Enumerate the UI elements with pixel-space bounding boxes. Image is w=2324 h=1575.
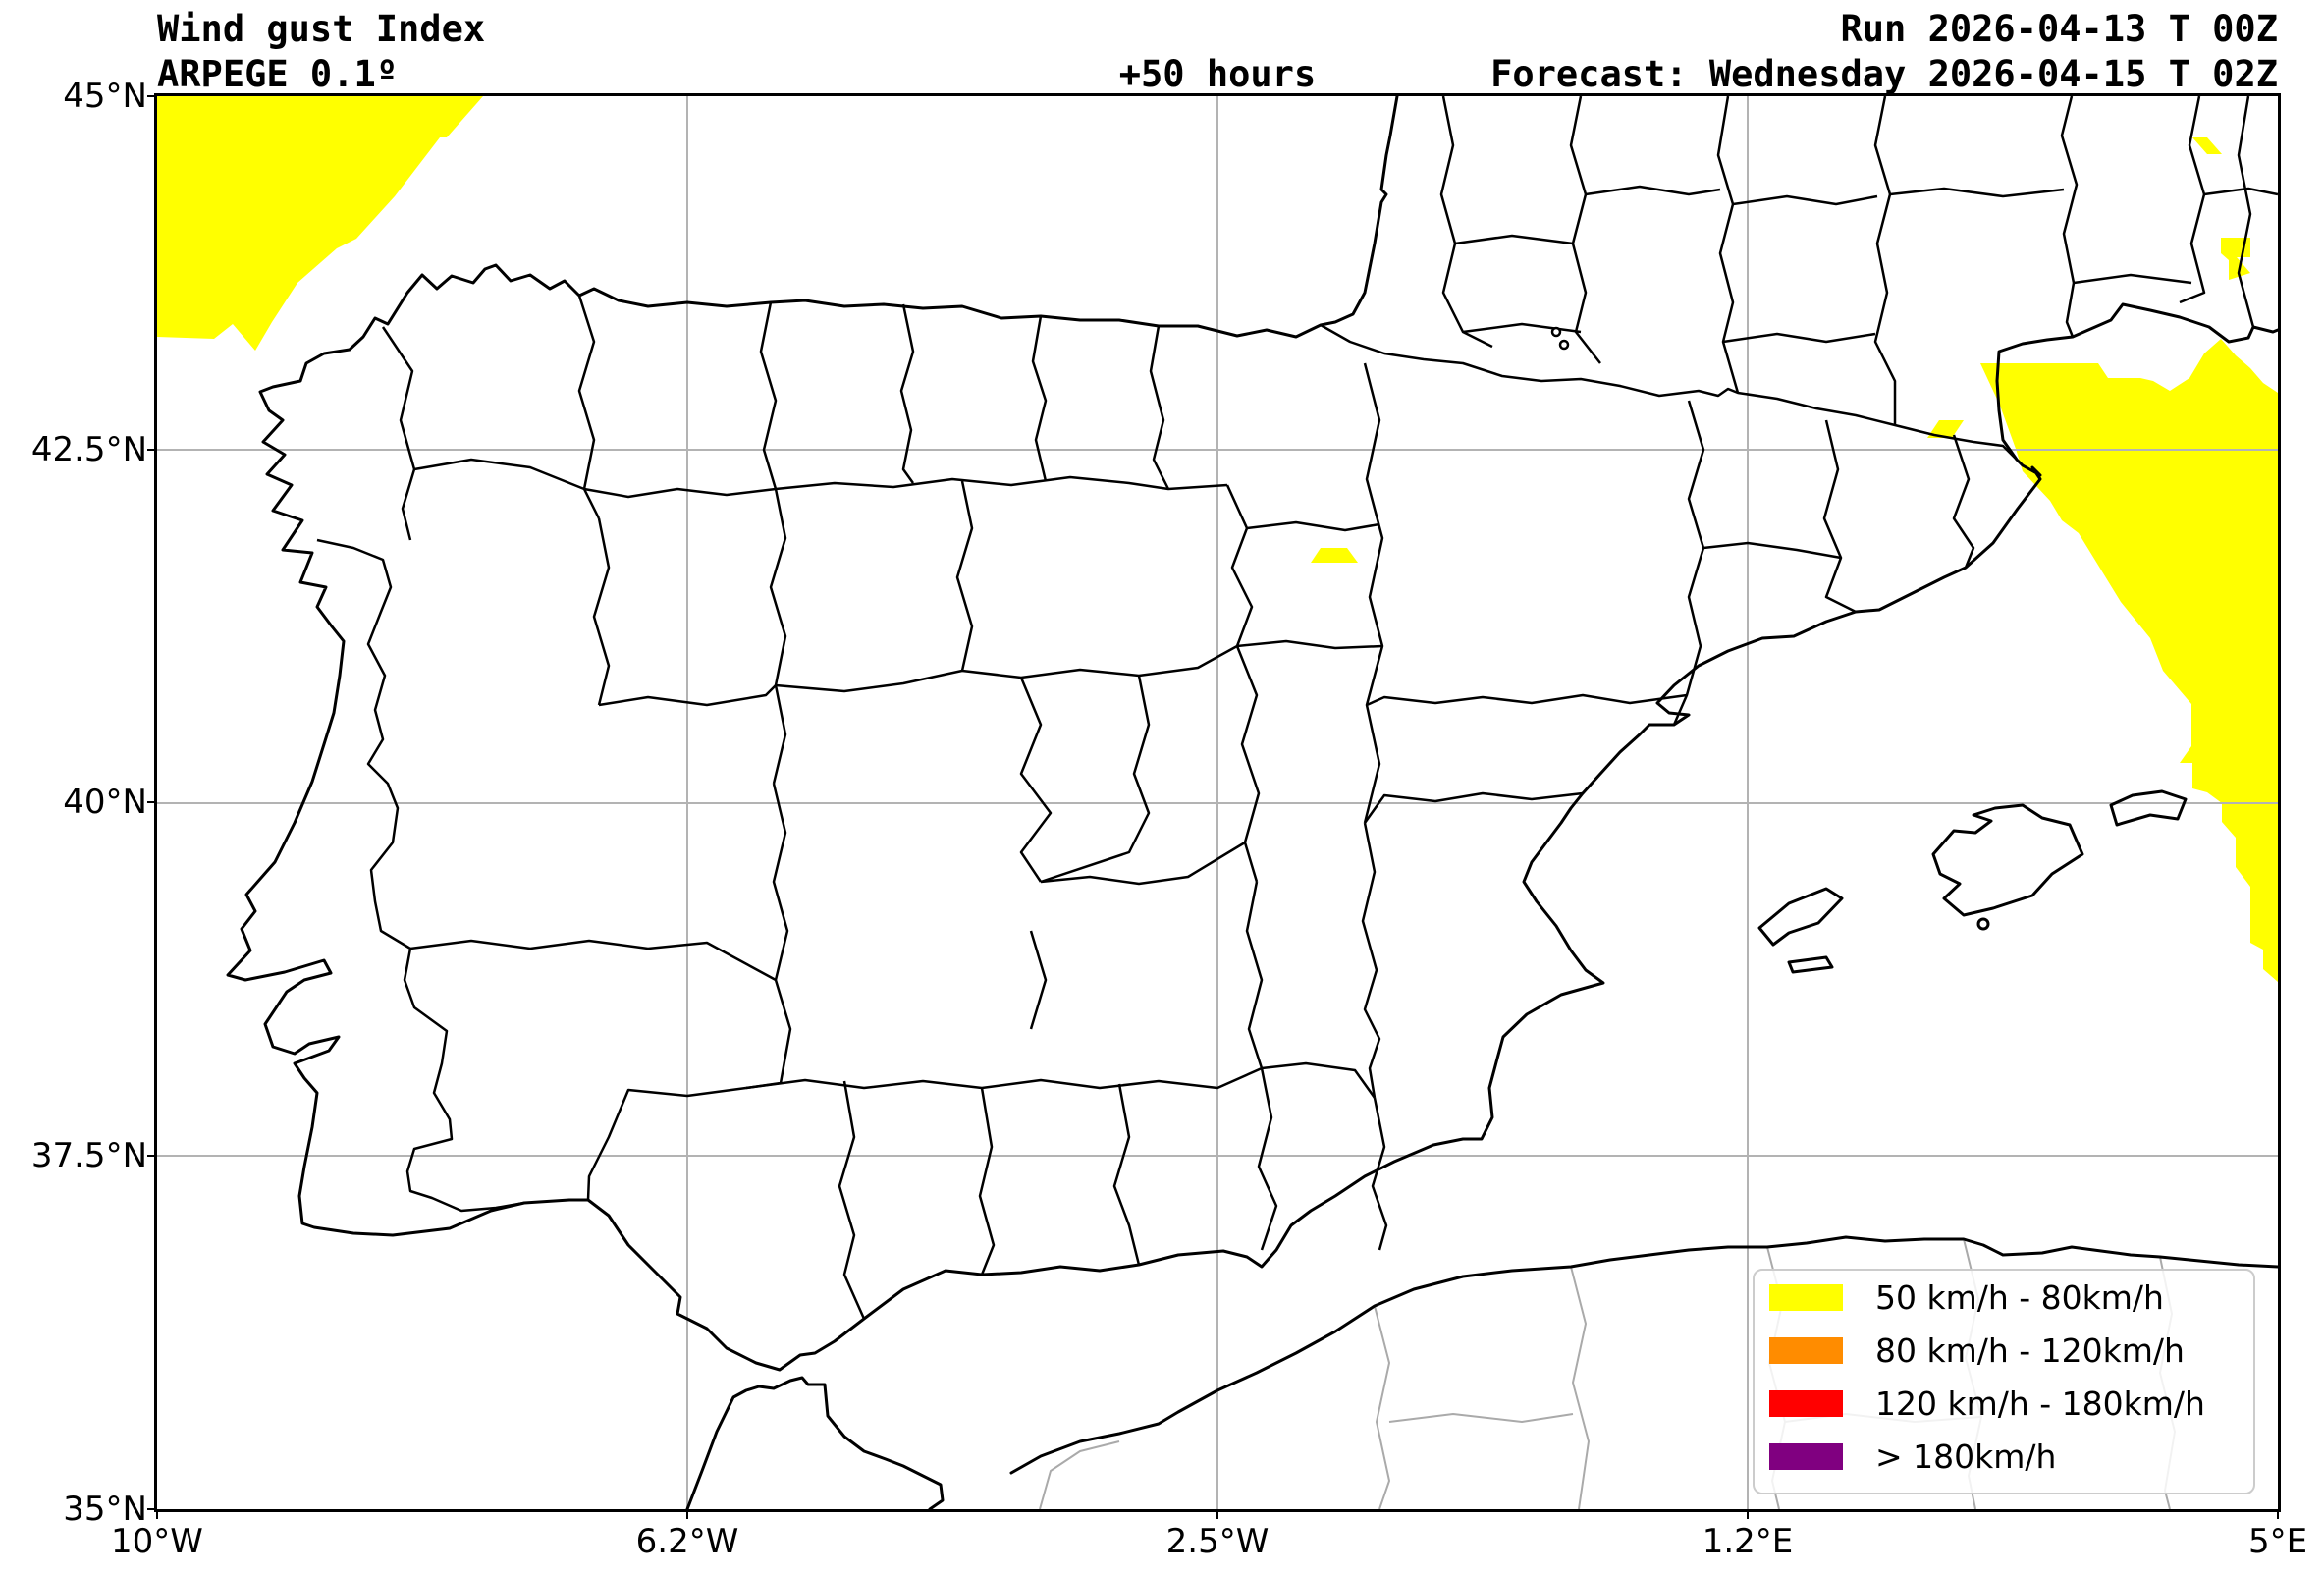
x-tick-10w (156, 1509, 158, 1519)
x-tick-label-2-5w: 2.5°W (1165, 1522, 1270, 1561)
africa-coastline (685, 1235, 2278, 1509)
y-tick-label-42-5n: 42.5°N (30, 430, 147, 469)
legend-row-50-80: 50 km/h - 80km/h (1769, 1278, 2253, 1317)
y-tick-35n (147, 1508, 157, 1510)
lead-time-label: +50 hours (1118, 53, 1317, 95)
y-tick-45n (147, 95, 157, 97)
legend-label-120-180: 120 km/h - 180km/h (1875, 1385, 2205, 1423)
map-title: Wind gust Index (157, 8, 486, 50)
model-subtitle: ARPEGE 0.1º (157, 53, 399, 95)
wind-area-polygon (2221, 238, 2250, 280)
wind-area-polygon (157, 96, 483, 351)
wind-area-polygon (1311, 548, 1358, 563)
x-tick-2-5w (1216, 1509, 1218, 1519)
legend-label-50-80: 50 km/h - 80km/h (1875, 1278, 2164, 1317)
legend-row-80-120: 80 km/h - 120km/h (1769, 1331, 2253, 1370)
y-tick-label-35n: 35°N (63, 1490, 147, 1529)
wind-area-polygon (1927, 420, 1964, 438)
menorca-island (2109, 789, 2188, 827)
legend-row-gt-180: > 180km/h (1769, 1438, 2253, 1476)
y-tick-label-37-5n: 37.5°N (30, 1136, 147, 1175)
ibiza-island (1757, 887, 1844, 947)
x-tick-label-6-2w: 6.2°W (635, 1522, 739, 1561)
legend-row-120-180: 120 km/h - 180km/h (1769, 1385, 2253, 1423)
x-tick-1-2e (1747, 1509, 1749, 1519)
legend-label-80-120: 80 km/h - 120km/h (1875, 1331, 2185, 1370)
formentera-island (1787, 955, 1834, 974)
wind-area-polygon (1980, 339, 2278, 982)
coastline-layer (226, 96, 2278, 1509)
x-tick-label-10w: 10°W (111, 1522, 203, 1561)
y-tick-40n (147, 801, 157, 803)
x-tick-label-5e: 5°E (2247, 1522, 2308, 1561)
y-tick-label-40n: 40°N (63, 783, 147, 822)
legend-swatch-yellow (1769, 1284, 1843, 1311)
x-tick-label-1-2e: 1.2°E (1702, 1522, 1794, 1561)
legend-swatch-red (1769, 1390, 1843, 1417)
y-tick-42-5n (147, 449, 157, 451)
x-tick-5e (2277, 1509, 2279, 1519)
legend-label-gt-180: > 180km/h (1875, 1438, 2057, 1476)
mallorca-island (1931, 803, 2084, 917)
legend-swatch-purple (1769, 1443, 1843, 1470)
legend-swatch-orange (1769, 1337, 1843, 1364)
run-label: Run 2026-04-13 T 00Z (1840, 8, 2278, 50)
wind-area-layer (157, 96, 2278, 982)
x-tick-6-2w (686, 1509, 688, 1519)
wind-gust-legend: 50 km/h - 80km/h 80 km/h - 120km/h 120 k… (1753, 1269, 2255, 1494)
admin-boundary-layer (316, 96, 2278, 1320)
y-tick-label-45n: 45°N (63, 77, 147, 116)
y-tick-37-5n (147, 1155, 157, 1157)
iberia-coastline (226, 96, 2278, 1372)
forecast-label: Forecast: Wednesday 2026-04-15 T 02Z (1490, 53, 2278, 95)
wind-area-polygon (2192, 137, 2222, 154)
cabrera-island (1976, 917, 1990, 931)
